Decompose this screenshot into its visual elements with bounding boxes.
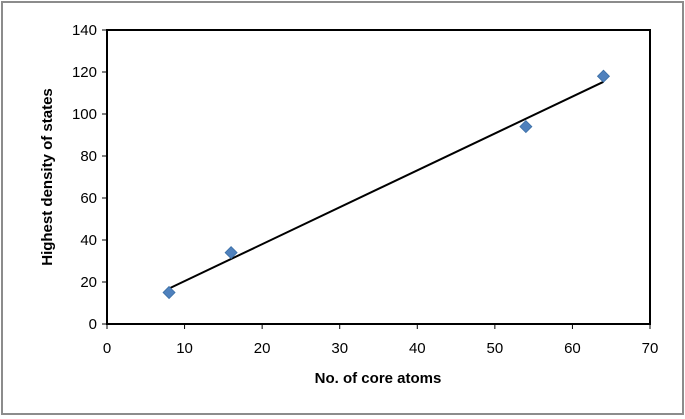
data-point	[596, 69, 611, 83]
y-tick-label: 20	[80, 274, 97, 291]
x-tick-label: 70	[642, 340, 659, 357]
y-tick-label: 60	[80, 190, 97, 207]
x-axis: 0 10 20 30 40 50 60 70	[103, 324, 659, 357]
x-tick-label: 0	[103, 340, 111, 357]
data-points	[162, 69, 611, 300]
y-tick-label: 120	[72, 64, 97, 81]
y-tick-label: 80	[80, 148, 97, 165]
y-tick-label: 100	[72, 106, 97, 123]
y-tick-label: 40	[80, 232, 97, 249]
x-tick-label: 20	[254, 340, 271, 357]
y-axis-title: Highest density of states	[39, 88, 56, 266]
x-tick-label: 10	[176, 340, 193, 357]
data-point	[224, 246, 238, 260]
trendline	[168, 80, 604, 290]
x-tick-label: 50	[487, 340, 504, 357]
y-tick-label: 140	[72, 22, 97, 39]
x-tick-label: 30	[331, 340, 348, 357]
trendline-line	[168, 80, 604, 290]
data-point	[519, 120, 533, 134]
y-axis: 0 20 40 60 80 100 120 140	[72, 22, 107, 333]
x-tick-label: 60	[564, 340, 581, 357]
y-tick-label: 0	[89, 316, 97, 333]
x-axis-title: No. of core atoms	[315, 370, 442, 387]
x-tick-label: 40	[409, 340, 426, 357]
data-point	[162, 285, 176, 300]
